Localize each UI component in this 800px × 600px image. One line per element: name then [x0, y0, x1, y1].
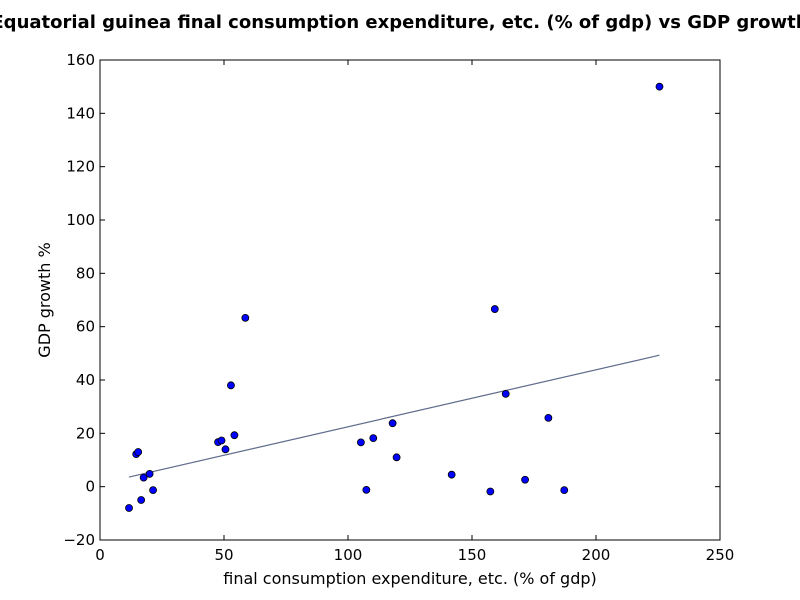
y-tick-label-2: 20: [76, 424, 95, 442]
data-point-0: [125, 504, 133, 512]
data-point-6: [149, 486, 157, 495]
y-tick-label-7: 120: [66, 158, 95, 176]
x-tick-labels: 0 50 100 150 200 250: [95, 546, 734, 564]
data-point-19: [486, 487, 495, 496]
data-point-20: [490, 305, 499, 313]
x-tick-label-3: 150: [458, 546, 487, 564]
points-layer: [125, 82, 664, 512]
data-point-13: [356, 438, 365, 447]
x-tick-label-5: 250: [706, 546, 735, 564]
data-point-5: [145, 469, 154, 478]
y-tick-label-0: −20: [63, 531, 95, 549]
data-point-14: [362, 485, 371, 494]
data-point-25: [655, 82, 664, 91]
data-point-11: [230, 431, 239, 440]
data-point-9: [221, 445, 230, 454]
data-point-8: [217, 436, 226, 445]
y-tick-label-4: 60: [76, 318, 95, 336]
data-point-16: [388, 419, 397, 428]
plot-frame: [99, 59, 721, 541]
data-point-4: [139, 473, 148, 482]
data-point-15: [369, 434, 378, 443]
x-axis-label: final consumption expenditure, etc. (% o…: [223, 569, 597, 588]
y-axis-label: GDP growth %: [35, 242, 54, 357]
data-point-18: [447, 470, 456, 479]
trendline-layer: [128, 354, 660, 478]
y-tick-labels: −20 0 20 40 60 80 100 120 140 160: [63, 51, 95, 549]
data-point-10: [227, 381, 235, 390]
x-tick-label-2: 100: [334, 546, 363, 564]
y-tick-label-6: 100: [66, 211, 95, 229]
data-point-2: [134, 448, 143, 456]
x-tick-label-0: 0: [95, 546, 105, 564]
trendline: [128, 354, 660, 478]
data-point-17: [392, 453, 401, 462]
y-tick-label-9: 160: [66, 51, 95, 69]
x-tick-label-1: 50: [214, 546, 233, 564]
chart-title: Equatorial guinea final consumption expe…: [0, 12, 800, 33]
data-point-12: [241, 313, 250, 322]
y-tick-label-3: 40: [76, 371, 95, 389]
data-point-24: [560, 486, 569, 495]
y-tick-label-5: 80: [76, 264, 95, 282]
data-point-23: [544, 413, 553, 422]
plot-area: [99, 59, 721, 541]
data-point-3: [137, 496, 146, 504]
ticks-layer: [99, 59, 721, 541]
data-point-22: [521, 475, 529, 484]
data-point-21: [501, 389, 510, 398]
y-tick-label-1: 0: [85, 478, 95, 496]
x-tick-label-4: 200: [582, 546, 611, 564]
y-tick-label-8: 140: [66, 104, 95, 122]
